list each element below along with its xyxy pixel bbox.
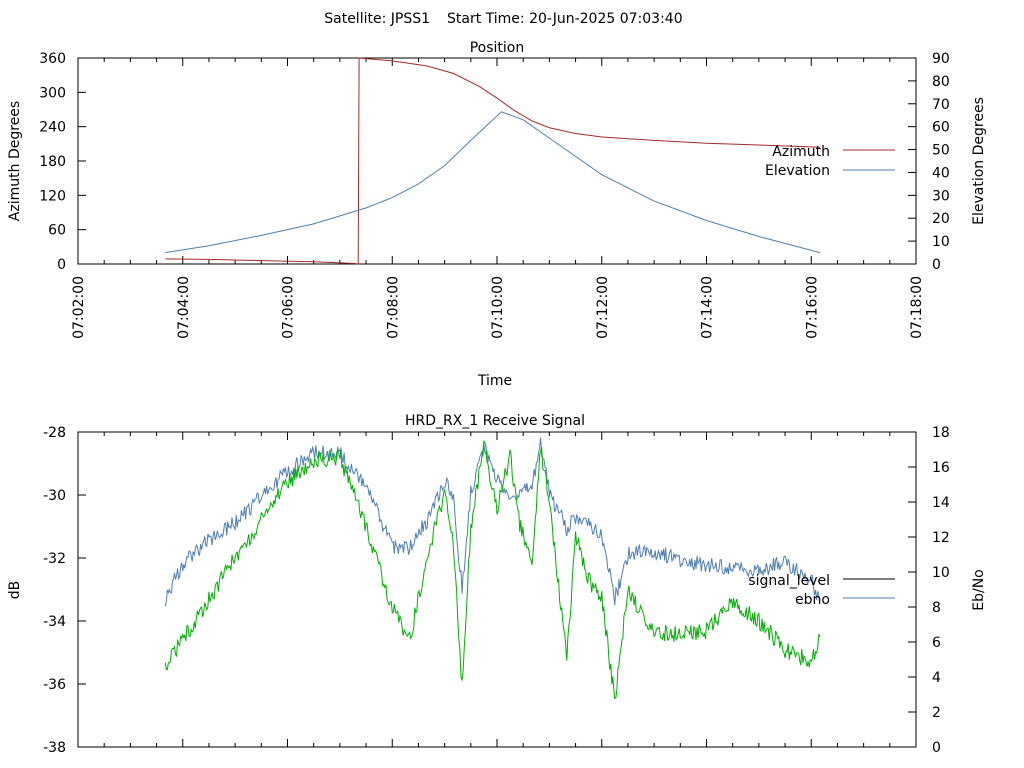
position-y2-tick-label: 30 bbox=[932, 188, 950, 204]
position-x-tick-label: 07:04:00 bbox=[176, 276, 192, 339]
position-chart-title: Position bbox=[470, 40, 525, 56]
signal-y2-tick-label: 6 bbox=[932, 635, 941, 651]
position-y2-tick-label: 10 bbox=[932, 234, 950, 250]
position-x-tick-label: 07:16:00 bbox=[804, 276, 820, 339]
signal-chart: HRD_RX_1 Receive Signal -28 -30 -32 -34 -36 -… bbox=[7, 413, 987, 756]
position-y-tick-label: 120 bbox=[39, 188, 66, 204]
legend-label-elevation: Elevation bbox=[765, 163, 830, 179]
signal-y-axis-label: dB bbox=[7, 581, 23, 600]
signal-y2-tick-label: 18 bbox=[932, 425, 950, 441]
signal-y2-tick-label: 8 bbox=[932, 600, 941, 616]
signal-y2-axis-label: Eb/No bbox=[971, 569, 987, 611]
series-line-ebno bbox=[164, 437, 821, 607]
position-x-tick-label: 07:10:00 bbox=[490, 276, 506, 339]
position-y2-tick-label: 40 bbox=[932, 165, 950, 181]
position-y-tick-label: 240 bbox=[39, 120, 66, 136]
series-line-signal-level bbox=[164, 439, 821, 700]
position-legend: Azimuth Elevation bbox=[765, 144, 895, 179]
legend-label-ebno: ebno bbox=[795, 592, 830, 608]
signal-y2-tick-label: 12 bbox=[932, 530, 950, 546]
signal-chart-title: HRD_RX_1 Receive Signal bbox=[405, 413, 585, 429]
signal-y2-tick-label: 2 bbox=[932, 705, 941, 721]
signal-y2-tick-label: 0 bbox=[932, 740, 941, 756]
position-y-tick-label: 360 bbox=[39, 51, 66, 67]
signal-y2-tick-label: 4 bbox=[932, 670, 941, 686]
position-y2-tick-label: 70 bbox=[932, 97, 950, 113]
start-time-label: Start Time: 20-Jun-2025 07:03:40 bbox=[447, 11, 683, 27]
position-x-tick-label: 07:18:00 bbox=[909, 276, 925, 339]
series-line-azimuth bbox=[165, 57, 821, 265]
position-y-tick-label: 300 bbox=[39, 85, 66, 101]
series-line-elevation bbox=[165, 111, 821, 254]
position-x-tick-label: 07:12:00 bbox=[595, 276, 611, 339]
position-x-tick-label: 07:02:00 bbox=[71, 276, 87, 339]
signal-legend: signal_level ebno bbox=[748, 573, 895, 608]
position-y-axis-label: Azimuth Degrees bbox=[7, 101, 23, 221]
signal-y-tick-label: -28 bbox=[43, 425, 66, 441]
position-y2-tick-label: 90 bbox=[932, 51, 950, 67]
signal-y-tick-label: -32 bbox=[43, 551, 66, 567]
position-y-tick-label: 0 bbox=[57, 257, 66, 273]
signal-y2-tick-label: 14 bbox=[932, 495, 950, 511]
position-y2-tick-label: 20 bbox=[932, 211, 950, 227]
signal-y2-tick-label: 10 bbox=[932, 565, 950, 581]
position-x-tick-label: 07:08:00 bbox=[385, 276, 401, 339]
signal-y-tick-label: -38 bbox=[43, 740, 66, 756]
position-y2-tick-label: 80 bbox=[932, 74, 950, 90]
legend-label-azimuth: Azimuth bbox=[772, 144, 830, 160]
signal-y-tick-label: -34 bbox=[43, 614, 66, 630]
signal-y-tick-label: -36 bbox=[43, 677, 66, 693]
position-y2-axis-label: Elevation Degrees bbox=[971, 97, 987, 225]
position-y2-tick-label: 0 bbox=[932, 257, 941, 273]
position-x-tick-label: 07:14:00 bbox=[700, 276, 716, 339]
position-chart: Position 07:02:00 07:04:00 07:06:00 07:08:0… bbox=[7, 40, 987, 389]
signal-y2-tick-label: 16 bbox=[932, 460, 950, 476]
legend-label-signal-level: signal_level bbox=[748, 573, 830, 589]
position-y2-tick-label: 60 bbox=[932, 120, 950, 136]
position-x-axis-label: Time bbox=[477, 373, 512, 389]
satellite-label: Satellite: JPSS1 bbox=[324, 11, 430, 27]
position-plot-frame bbox=[77, 57, 917, 265]
position-x-tick-label: 07:06:00 bbox=[281, 276, 297, 339]
signal-y-tick-label: -30 bbox=[43, 488, 66, 504]
position-y-tick-label: 60 bbox=[48, 223, 66, 239]
position-y2-tick-label: 50 bbox=[932, 143, 950, 159]
position-y-tick-label: 180 bbox=[39, 154, 66, 170]
